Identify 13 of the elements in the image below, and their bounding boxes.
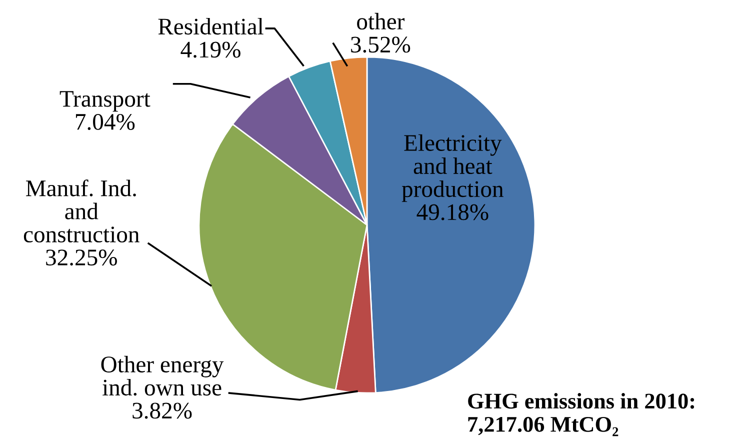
slice-label: Manuf. Ind. and construction — [24, 179, 140, 242]
slice-label: Electricity and heat production — [402, 134, 504, 202]
slice-label: Other energy ind. own use — [101, 356, 224, 396]
data-label: 7.04% — [76, 114, 135, 130]
data-label: 4.19% — [180, 42, 240, 58]
slice-label: Transport — [60, 91, 150, 112]
data-label: 3.82% — [132, 402, 192, 419]
data-label: 49.18% — [416, 204, 488, 220]
text: GHG emissions in 2010: 7,217.06 MtCO₂ — [468, 393, 694, 436]
slice-label: other — [357, 12, 404, 30]
data-label: 3.52% — [351, 36, 410, 53]
data-label: 32.25% — [46, 250, 117, 266]
slice-label: Residential — [158, 18, 264, 35]
